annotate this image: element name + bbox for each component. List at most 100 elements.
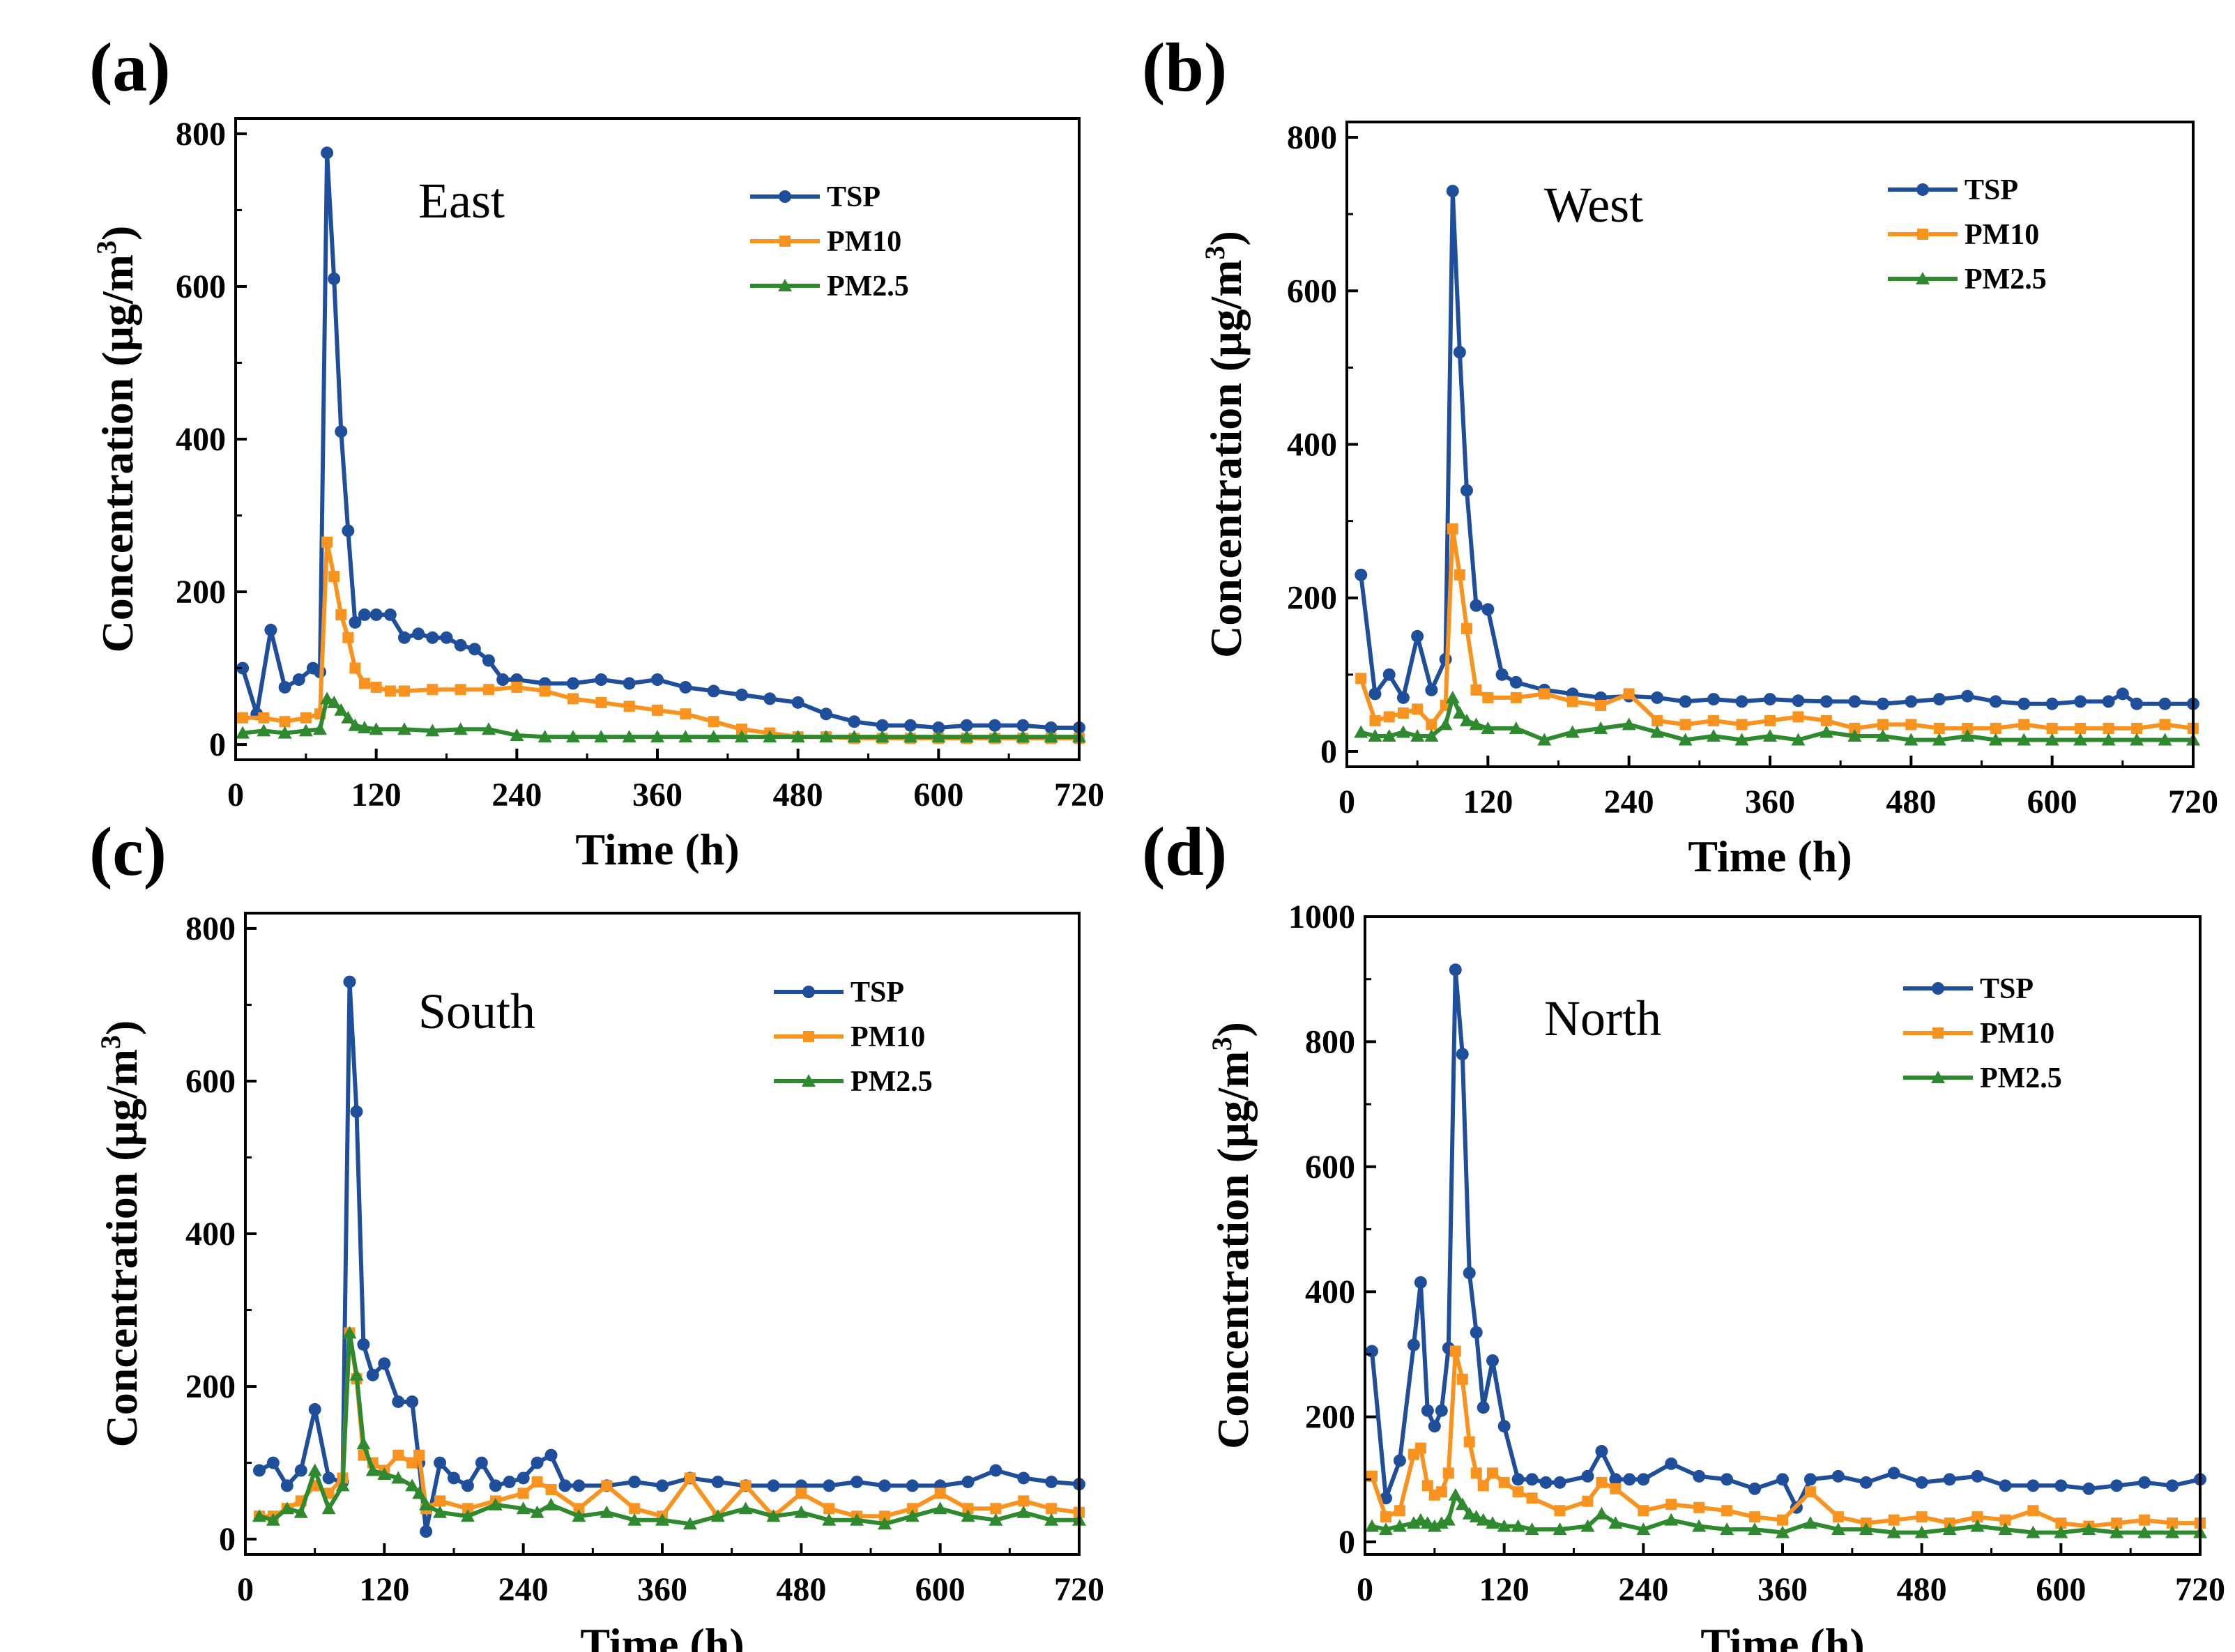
data-point xyxy=(2158,697,2172,710)
data-point xyxy=(629,1503,641,1515)
data-point xyxy=(1848,695,1861,708)
series-tsp xyxy=(236,146,1085,734)
data-point xyxy=(1819,725,1833,738)
data-point xyxy=(1355,673,1367,684)
data-point xyxy=(2017,697,2031,710)
data-point xyxy=(1426,719,1437,731)
legend-marker xyxy=(1916,272,1930,284)
data-point xyxy=(961,1475,975,1488)
data-point xyxy=(358,608,371,621)
data-point xyxy=(1412,703,1424,715)
data-point xyxy=(2017,733,2031,746)
data-point xyxy=(292,673,305,686)
data-point xyxy=(1525,1473,1539,1486)
data-point xyxy=(988,730,1002,743)
data-point xyxy=(517,1487,529,1499)
data-point xyxy=(313,722,327,735)
legend-entry: TSP xyxy=(1965,174,2018,206)
legend-marker xyxy=(1931,1071,1945,1083)
data-point xyxy=(335,425,348,438)
data-point xyxy=(236,661,250,675)
x-axis-label: Time (h) xyxy=(580,1619,744,1652)
data-point xyxy=(293,1505,308,1518)
data-point xyxy=(349,662,361,674)
data-point xyxy=(1748,1482,1762,1495)
data-point xyxy=(1044,730,1058,743)
y-tick-label: 0 xyxy=(1320,733,1337,770)
data-point xyxy=(906,1503,918,1515)
data-point xyxy=(1449,963,1462,977)
y-axis-label: Concentration (μg/m3) xyxy=(1199,231,1251,658)
data-point xyxy=(279,716,291,728)
data-point xyxy=(489,1479,502,1492)
data-point xyxy=(1999,1514,2011,1526)
data-point xyxy=(903,730,917,743)
data-point xyxy=(932,721,945,734)
data-point xyxy=(1962,722,1974,734)
data-point xyxy=(397,722,411,735)
data-point xyxy=(1859,1522,1873,1536)
data-point xyxy=(475,1456,488,1469)
data-point xyxy=(334,703,349,716)
data-point xyxy=(510,728,524,741)
data-point xyxy=(1888,1514,1900,1526)
data-point xyxy=(1424,728,1439,742)
data-point xyxy=(2101,733,2116,746)
data-point xyxy=(1971,1469,1984,1483)
data-point xyxy=(878,1479,891,1492)
x-tick-label: 120 xyxy=(1463,783,1513,820)
data-point xyxy=(1455,1497,1470,1510)
chart-panel-3: (c) 0 120 240 360 480 600 720 0 200 400 600 800 Time … xyxy=(89,813,1104,1652)
data-point xyxy=(545,1483,557,1495)
data-point xyxy=(370,681,382,693)
y-tick-label: 800 xyxy=(176,116,226,153)
data-point xyxy=(369,608,383,621)
data-point xyxy=(1960,728,1975,742)
data-point xyxy=(1365,1345,1378,1358)
data-point xyxy=(652,704,663,716)
data-point xyxy=(794,1505,809,1518)
data-point xyxy=(2082,1482,2096,1495)
data-point xyxy=(1792,694,1805,708)
data-point xyxy=(1446,185,1459,198)
data-point xyxy=(1414,1442,1426,1454)
data-point xyxy=(1904,733,1919,746)
series-pm10 xyxy=(253,1327,1085,1522)
y-tick-label: 200 xyxy=(176,574,226,611)
data-point xyxy=(1382,668,1396,681)
data-point xyxy=(1664,1513,1679,1526)
x-tick-label: 0 xyxy=(227,777,244,813)
location-label: West xyxy=(1544,177,1643,233)
data-point xyxy=(2159,719,2171,731)
data-point xyxy=(357,721,372,733)
data-point xyxy=(1459,713,1474,726)
data-point xyxy=(236,726,250,739)
data-point xyxy=(1678,733,1693,746)
data-point xyxy=(2054,1479,2068,1492)
data-point xyxy=(1486,1354,1500,1367)
data-point xyxy=(1441,1513,1456,1526)
data-point xyxy=(1380,1511,1391,1523)
data-point xyxy=(1537,733,1552,746)
data-point xyxy=(1679,695,1692,708)
panel-label: (a) xyxy=(89,29,171,106)
data-point xyxy=(1637,1473,1650,1486)
data-point xyxy=(989,1513,1003,1526)
data-point xyxy=(1679,719,1691,731)
data-point xyxy=(1509,675,1523,689)
data-point xyxy=(1803,1473,1817,1486)
data-point xyxy=(710,1509,725,1522)
x-axis-label: Time (h) xyxy=(1688,832,1852,881)
legend-marker xyxy=(779,190,791,203)
data-point xyxy=(1378,1522,1393,1536)
y-tick-label: 200 xyxy=(1287,580,1337,617)
data-point xyxy=(601,1480,613,1492)
data-point xyxy=(2166,1479,2179,1492)
data-point xyxy=(1487,1467,1499,1479)
data-point xyxy=(1355,568,1368,581)
y-tick-label: 800 xyxy=(1287,119,1337,156)
data-point xyxy=(365,1463,380,1476)
data-point xyxy=(1452,705,1467,719)
data-point xyxy=(1905,695,1918,708)
y-tick-label: 200 xyxy=(185,1368,236,1405)
